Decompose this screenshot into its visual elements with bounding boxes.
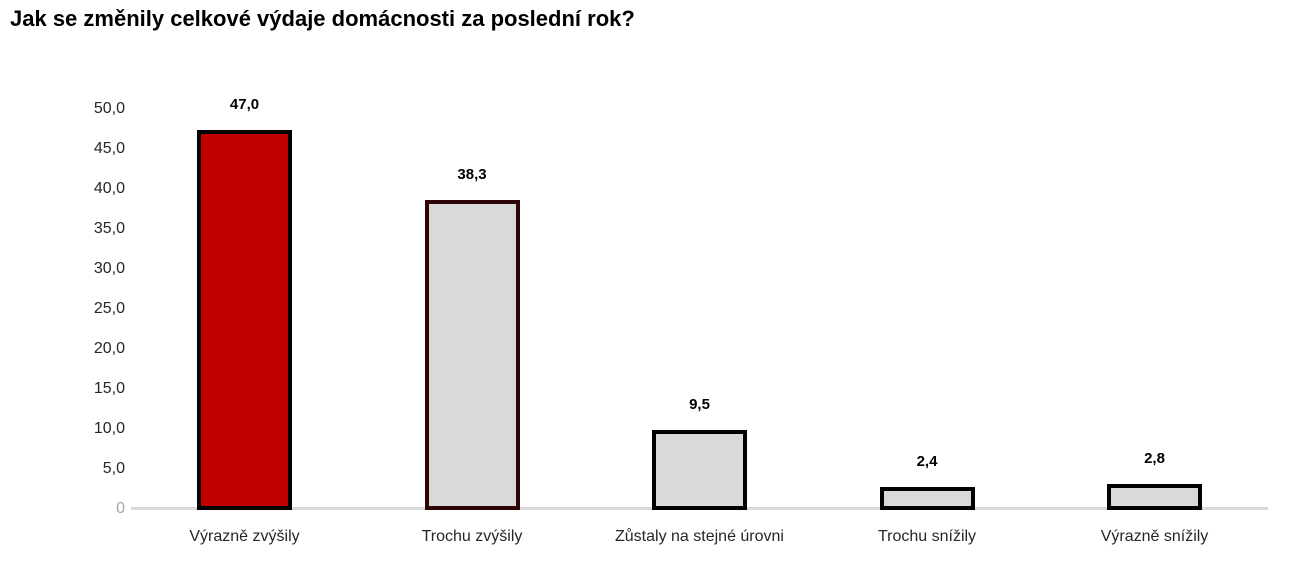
y-axis-tick-label: 20,0 (93, 340, 125, 357)
y-axis-tick-label: 35,0 (93, 220, 125, 237)
y-axis-tick-label: 5,0 (102, 460, 125, 477)
x-axis-category-label: Výrazně zvýšily (189, 528, 300, 545)
y-axis-tick-label: 10,0 (93, 420, 125, 437)
bar-value-label: 2,8 (1144, 450, 1165, 467)
y-axis-tick-label: 30,0 (93, 260, 125, 277)
bar-value-label: 47,0 (229, 96, 260, 113)
chart-title: Jak se změnily celkové výdaje domácnosti… (10, 6, 635, 31)
chart-bar (1107, 484, 1202, 510)
y-axis-tick-label: 15,0 (93, 380, 125, 397)
x-axis-category-label: Výrazně snížily (1100, 528, 1209, 545)
bar-value-label: 2,4 (916, 453, 938, 470)
y-axis-tick-label: 50,0 (93, 100, 125, 117)
bar-value-label: 38,3 (457, 166, 487, 183)
y-axis-tick-label: 0 (116, 500, 125, 517)
y-axis-tick-label: 40,0 (93, 180, 125, 197)
y-axis-tick-label: 25,0 (93, 300, 125, 317)
chart-bar (424, 200, 520, 510)
x-axis-category-label: Zůstaly na stejné úrovni (615, 528, 784, 545)
bar-value-label: 9,5 (689, 396, 710, 413)
chart-bar (652, 430, 747, 510)
chart-bar (197, 130, 292, 510)
x-axis-category-label: Trochu zvýšily (421, 528, 523, 545)
x-axis-category-label: Trochu snížily (877, 528, 977, 545)
y-axis-tick-label: 45,0 (93, 140, 125, 157)
chart-bar (879, 487, 975, 510)
